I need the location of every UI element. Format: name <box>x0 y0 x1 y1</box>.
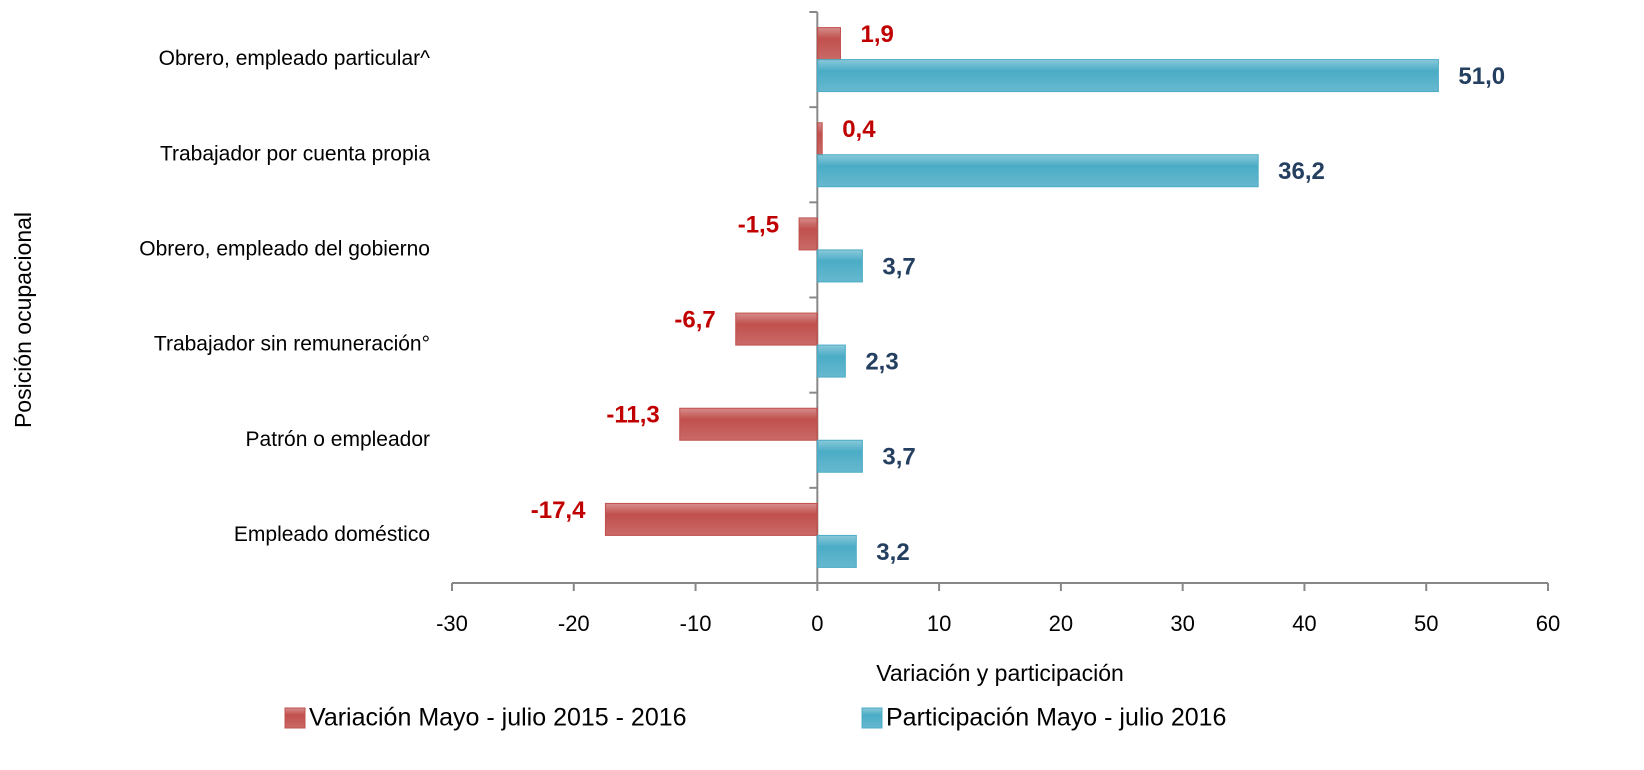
legend-swatch <box>861 707 883 729</box>
y-axis-title: Posición ocupacional <box>10 212 36 428</box>
category-label: Trabajador por cuenta propia <box>160 142 430 165</box>
data-label: 1,9 <box>860 21 893 48</box>
x-tick-label: 60 <box>1536 611 1560 636</box>
data-label: 3,2 <box>876 539 909 566</box>
category-label: Empleado doméstico <box>234 523 430 546</box>
bar <box>816 439 863 473</box>
bar <box>735 312 818 346</box>
category-label: Trabajador sin remuneración° <box>154 333 430 356</box>
bar <box>679 407 818 441</box>
data-label: 3,7 <box>882 444 915 471</box>
data-label: -11,3 <box>606 402 659 429</box>
x-tick-label: 10 <box>927 611 951 636</box>
data-label: 51,0 <box>1458 63 1505 90</box>
bar <box>816 27 841 61</box>
legend-swatch <box>284 707 306 729</box>
x-tick-label: 50 <box>1414 611 1438 636</box>
data-label: -17,4 <box>531 497 586 524</box>
bar <box>816 59 1439 93</box>
x-tick-label: -20 <box>558 611 590 636</box>
data-label: -1,5 <box>738 211 779 238</box>
data-label: 3,7 <box>882 253 915 280</box>
x-tick-label: 40 <box>1292 611 1316 636</box>
data-label: 36,2 <box>1278 158 1325 185</box>
bar <box>816 249 863 283</box>
x-tick-label: 30 <box>1170 611 1194 636</box>
category-label: Patrón o empleador <box>246 428 430 451</box>
x-tick-label: 0 <box>811 611 823 636</box>
legend-label: Variación Mayo - julio 2015 - 2016 <box>309 704 687 732</box>
bar <box>816 344 846 378</box>
data-label: 2,3 <box>865 348 898 375</box>
x-tick-label: -10 <box>680 611 712 636</box>
category-label: Obrero, empleado del gobierno <box>139 237 430 260</box>
category-label: Obrero, empleado particular^ <box>159 47 430 70</box>
bar <box>604 502 818 536</box>
x-tick-label: -30 <box>436 611 468 636</box>
x-axis-title: Variación y participación <box>876 660 1124 686</box>
bar <box>798 217 818 251</box>
bar <box>816 534 857 568</box>
bar <box>816 154 1259 188</box>
data-label: 0,4 <box>842 116 876 143</box>
data-label: -6,7 <box>674 306 715 333</box>
bar <box>816 122 823 156</box>
legend-label: Participación Mayo - julio 2016 <box>886 704 1226 732</box>
x-tick-label: 20 <box>1049 611 1073 636</box>
